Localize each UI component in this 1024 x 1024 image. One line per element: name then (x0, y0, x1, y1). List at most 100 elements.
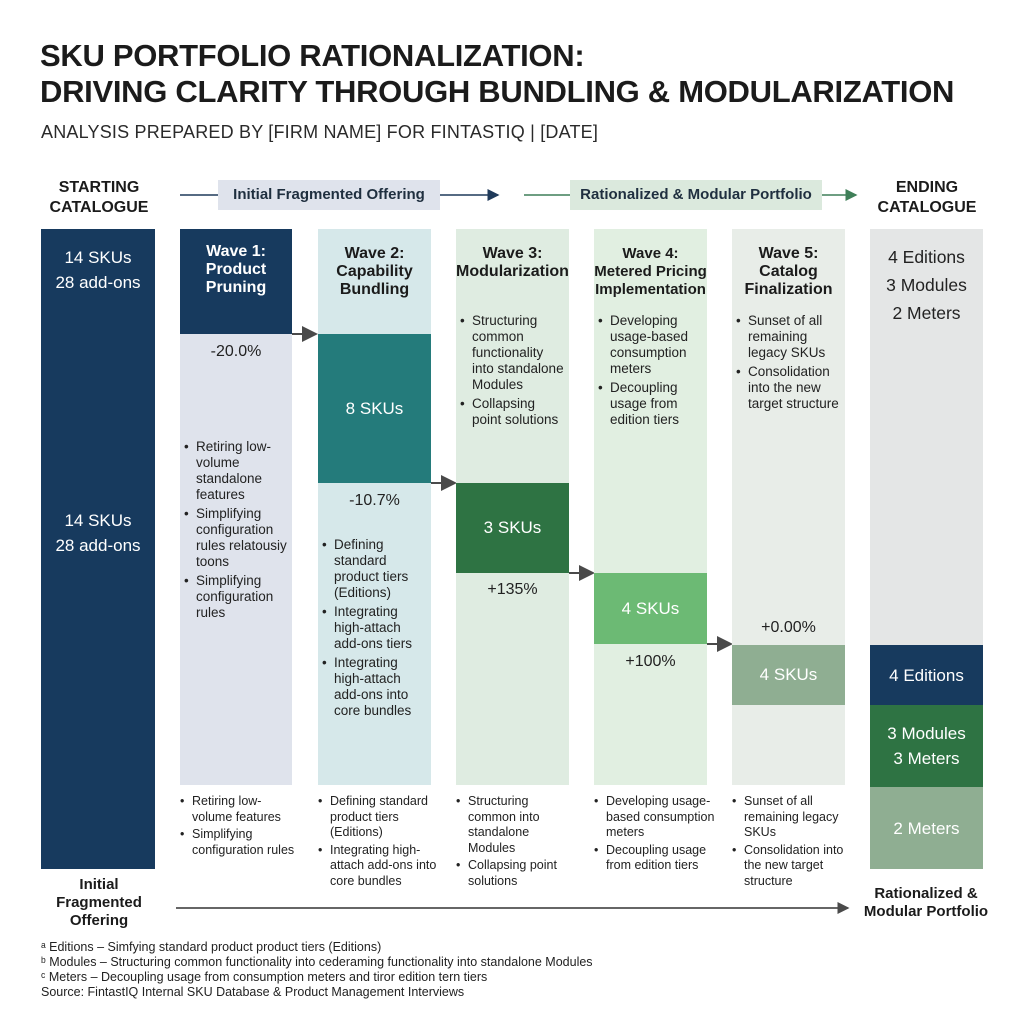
footnote-editions: ᵃ Editions – Simfying standard product p… (41, 940, 382, 954)
starting-mid-label: 14 SKUs 28 add-ons (41, 508, 155, 558)
footnotes: ᵃ Editions – Simfying standard product p… (41, 940, 1001, 1000)
band-initial-fragmented: Initial Fragmented Offering (218, 180, 440, 210)
wave-2-bullet: Integrating high-attach add-ons tiers (322, 604, 429, 652)
ending-modules-block: 3 Modules 3 Meters (870, 705, 983, 787)
wave-1-head-block (180, 229, 292, 334)
wave-1-change: -20.0% (210, 343, 262, 360)
wave-2-sku-bar: 8 SKUs (318, 334, 431, 483)
starting-heading-line: CATALOGUE (49, 199, 149, 216)
footnote-meters: ᶜ Meters – Decoupling usage from consump… (41, 970, 488, 984)
wave-5-lower-bullets: Sunset of all remaining legacy SKUs Cons… (732, 794, 854, 891)
wave-4-sku-bar: 4 SKUs (594, 573, 707, 644)
wave-5-bullets: Sunset of all remaining legacy SKUs Cons… (736, 313, 844, 415)
wave-1-lower-bullet: Simplifying configuration rules (180, 827, 300, 858)
wave-4-heading-line: Wave 4: (622, 245, 679, 262)
wave-2-column: Wave 2: Capability Bundling 8 SKUs -10.7… (318, 229, 431, 785)
wave-2-lower-bullets: Defining standard product tiers (Edition… (318, 794, 440, 891)
footnote-modules: ᵇ Modules – Structuring common functiona… (41, 955, 593, 969)
wave-3-bullet: Collapsing point solutions (460, 396, 568, 428)
wave-2-change: -10.7% (349, 492, 400, 509)
wave-1-column: Wave 1: Product Pruning -20.0% Retiring … (180, 229, 292, 785)
wave-5-bullet: Sunset of all remaining legacy SKUs (736, 313, 844, 361)
wave-3-bullet: Structuring common functionality into st… (460, 313, 568, 393)
starting-top-line: 28 add-ons (55, 273, 141, 292)
wave-2-heading: Wave 2: Capability Bundling (318, 245, 431, 299)
wave-4-lower-bullet: Decoupling usage from edition tiers (594, 843, 718, 874)
bottom-left-label: Initial Fragmented Offering (44, 876, 154, 930)
starting-top-label: 14 SKUs 28 add-ons (41, 245, 155, 295)
title-line-2: DRIVING CLARITY THROUGH BUNDLING & MODUL… (40, 74, 955, 109)
wave-1-heading-line: Pruning (205, 279, 267, 296)
wave-3-bullets: Structuring common functionality into st… (460, 313, 568, 431)
ending-top-line: 4 Editions (888, 247, 965, 267)
wave-4-lower-bullet: Developing usage-based consumption meter… (594, 794, 718, 841)
wave-3-heading-line: Modularization (456, 263, 569, 280)
bottom-right-line: Rationalized & (874, 885, 978, 902)
wave-1-bullet: Simplifying configuration rules relatous… (184, 506, 290, 570)
ending-editions-block: 4 Editions (870, 645, 983, 705)
wave-4-column: Wave 4: Metered Pricing Implementation D… (594, 229, 707, 785)
ending-catalogue-bar: 4 Editions 3 Modules 2 Meters 4 Editions… (870, 229, 983, 869)
wave-3-column: Wave 3: Modularization Structuring commo… (456, 229, 569, 785)
bottom-left-line: Initial (79, 876, 119, 893)
wave-1-heading: Wave 1: Product Pruning (180, 243, 292, 297)
ending-meters-block: 2 Meters (870, 787, 983, 869)
wave-4-change: +100% (625, 653, 676, 670)
wave-3-heading-line: Wave 3: (482, 245, 543, 262)
wave-5-heading-line: Wave 5: (758, 245, 819, 262)
wave-5-heading-line: Finalization (744, 281, 833, 298)
starting-catalogue-heading: STARTING CATALOGUE (40, 178, 158, 218)
title-line-1: SKU PORTFOLIO RATIONALIZATION: (40, 38, 585, 73)
wave-1-lower-bullet: Retiring low-volume features (180, 794, 300, 825)
starting-top-line: 14 SKUs (64, 248, 132, 267)
wave-1-bullet: Retiring low-volume standalone features (184, 439, 290, 503)
wave-1-bullet: Simplifying configuration rules (184, 573, 290, 621)
starting-heading-line: STARTING (58, 179, 140, 196)
wave-3-heading: Wave 3: Modularization (456, 245, 569, 281)
bottom-left-line: Offering (69, 912, 129, 929)
wave-5-heading: Wave 5: Catalog Finalization (732, 245, 845, 299)
band-rationalized-modular: Rationalized & Modular Portfolio (570, 180, 822, 210)
ending-top-line: 2 Meters (892, 303, 961, 323)
starting-mid-line: 28 add-ons (55, 536, 141, 555)
ending-block-line: 3 Meters (893, 749, 960, 768)
wave-3-lower-bullet: Collapsing point solutions (456, 858, 576, 889)
wave-4-bullet: Decoupling usage from edition tiers (598, 380, 706, 428)
ending-top-line: 3 Modules (886, 275, 967, 295)
wave-2-lower-bullet: Integrating high-attach add-ons into cor… (318, 843, 440, 890)
bottom-right-line: Modular Portfolio (863, 903, 989, 920)
ending-heading-line: ENDING (895, 179, 959, 196)
wave-1-bullets: Retiring low-volume standalone features … (184, 439, 290, 624)
wave-1-heading-line: Wave 1: (206, 243, 266, 260)
starting-catalogue-bar: 14 SKUs 28 add-ons 14 SKUs 28 add-ons (41, 229, 155, 869)
ending-catalogue-heading: ENDING CATALOGUE (868, 178, 986, 218)
ending-block-line: 2 Meters (893, 818, 960, 838)
wave-5-lower-bullet: Sunset of all remaining legacy SKUs (732, 794, 854, 841)
wave-2-heading-line: Capability (336, 263, 413, 280)
wave-5-bullet: Consolidation into the new target struct… (736, 364, 844, 412)
wave-2-heading-line: Bundling (339, 281, 410, 298)
page-subtitle: ANALYSIS PREPARED BY [FIRM NAME] FOR FIN… (41, 122, 599, 142)
wave-4-bullets: Developing usage-based consumption meter… (598, 313, 706, 431)
wave-5-change: +0.00% (761, 619, 816, 636)
wave-2-heading-line: Wave 2: (344, 245, 405, 262)
wave-4-heading: Wave 4: Metered Pricing Implementation (594, 245, 707, 299)
footnote-source: Source: FintastIQ Internal SKU Database … (41, 985, 465, 999)
wave-4-heading-line: Implementation (595, 281, 706, 298)
wave-3-sku-bar: 3 SKUs (456, 483, 569, 573)
wave-4-lower-bullets: Developing usage-based consumption meter… (594, 794, 718, 876)
wave-3-lower-bullet: Structuring common into standalone Modul… (456, 794, 576, 856)
ending-heading-line: CATALOGUE (877, 199, 977, 216)
wave-1-lower-bullets: Retiring low-volume features Simplifying… (180, 794, 300, 860)
wave-2-bullets: Defining standard product tiers (Edition… (322, 537, 429, 722)
wave-5-column: Wave 5: Catalog Finalization Sunset of a… (732, 229, 845, 785)
wave-3-lower-bullets: Structuring common into standalone Modul… (456, 794, 576, 891)
wave-5-heading-line: Catalog (759, 263, 818, 280)
ending-block-line: 4 Editions (889, 665, 964, 685)
wave-1-heading-line: Product (205, 261, 267, 278)
wave-2-bullet: Integrating high-attach add-ons into cor… (322, 655, 429, 719)
wave-4-bullet: Developing usage-based consumption meter… (598, 313, 706, 377)
wave-5-lower-bullet: Consolidation into the new target struct… (732, 843, 854, 890)
wave-3-change: +135% (487, 581, 538, 598)
